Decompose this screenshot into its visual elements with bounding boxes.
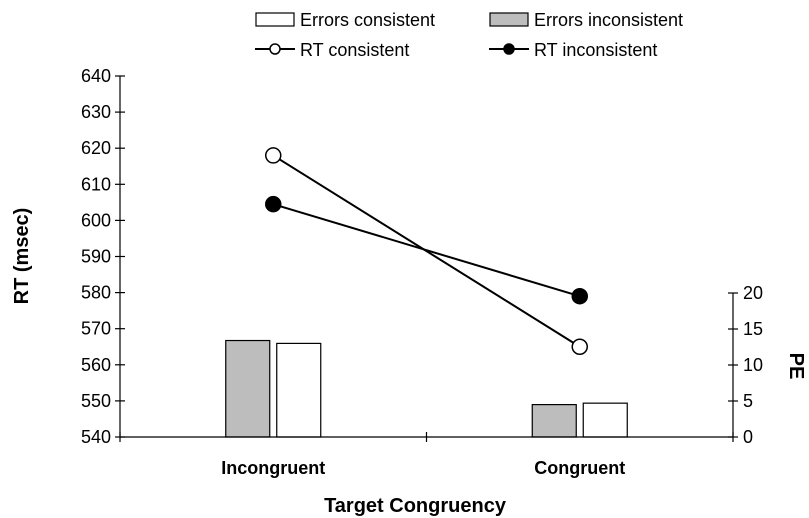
- line-rt-inconsistent: [272, 203, 581, 298]
- bar-errors-inconsistent-incongruent: [225, 339, 271, 438]
- left-tick-label: 570: [81, 319, 111, 339]
- bar-errors-consistent-congruent: [582, 402, 628, 438]
- legend-marker-rt-inconsistent: [503, 43, 515, 55]
- legend-item-rt-inconsistent: RT inconsistent: [489, 40, 657, 60]
- right-tick-label: 20: [743, 283, 763, 303]
- point-rt-inconsistent-incongruent: [265, 195, 282, 213]
- legend: Errors consistent Errors inconsistent RT…: [255, 10, 683, 60]
- category-label-congruent: Congruent: [534, 458, 625, 478]
- legend-item-errors-inconsistent: Errors inconsistent: [489, 10, 683, 30]
- category-label-incongruent: Incongruent: [221, 458, 325, 478]
- left-axis-title: RT (msec): [11, 208, 33, 305]
- legend-label-rt-consistent: RT consistent: [300, 40, 409, 60]
- lines-layer: [265, 147, 588, 355]
- right-tick-label: 0: [743, 427, 753, 447]
- legend-item-errors-consistent: Errors consistent: [255, 10, 435, 30]
- left-tick-label: 610: [81, 174, 111, 194]
- point-rt-inconsistent-congruent: [571, 287, 588, 305]
- right-axis-title: PE: [785, 353, 807, 380]
- right-tick-label: 15: [743, 319, 763, 339]
- legend-marker-rt-consistent: [269, 43, 281, 55]
- left-tick-label: 640: [81, 66, 111, 86]
- legend-swatch-errors-consistent: [255, 12, 295, 27]
- legend-label-rt-inconsistent: RT inconsistent: [534, 40, 657, 60]
- left-tick-label: 620: [81, 138, 111, 158]
- left-tick-label: 560: [81, 355, 111, 375]
- right-tick-label: 5: [743, 391, 753, 411]
- axes-layer: 540 550 560 570 580 590 600 610 620 630 640 0 5 10 15 2…: [81, 66, 763, 478]
- legend-item-rt-consistent: RT consistent: [255, 40, 409, 60]
- left-tick-label: 590: [81, 247, 111, 267]
- left-tick-label: 550: [81, 391, 111, 411]
- legend-swatch-errors-inconsistent: [489, 12, 529, 27]
- bars-layer: [225, 339, 628, 438]
- point-rt-consistent-incongruent: [265, 147, 282, 164]
- left-tick-label: 540: [81, 427, 111, 447]
- x-axis-title: Target Congruency: [324, 495, 507, 517]
- left-tick-label: 600: [81, 210, 111, 230]
- right-tick-label: 10: [743, 355, 763, 375]
- bar-errors-consistent-incongruent: [276, 342, 322, 438]
- bar-errors-inconsistent-congruent: [531, 404, 577, 438]
- point-rt-consistent-congruent: [571, 338, 588, 355]
- legend-label-errors-consistent: Errors consistent: [300, 10, 435, 30]
- left-tick-label: 630: [81, 102, 111, 122]
- left-tick-label: 580: [81, 283, 111, 303]
- legend-label-errors-inconsistent: Errors inconsistent: [534, 10, 683, 30]
